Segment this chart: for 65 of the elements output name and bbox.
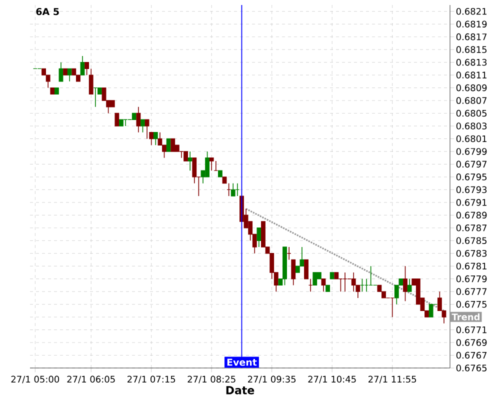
x-tick-label: 27/1 06:05 bbox=[67, 376, 115, 384]
x-axis-title: Date bbox=[226, 386, 254, 394]
y-tick-label: 0.6811 bbox=[456, 72, 486, 78]
y-tick-label: 0.6821 bbox=[456, 8, 486, 15]
y-tick-label: 0.6801 bbox=[456, 135, 486, 142]
candlestick bbox=[153, 132, 158, 146]
ref-line-label: Event bbox=[227, 358, 257, 366]
x-tick-label: 27/1 09:35 bbox=[248, 376, 296, 384]
y-tick-label: 0.6793 bbox=[456, 186, 487, 194]
candlestick bbox=[67, 68, 72, 82]
candlestick bbox=[407, 278, 412, 292]
y-tick-label: 0.6787 bbox=[456, 224, 487, 232]
candlestick bbox=[351, 272, 356, 292]
y-tick-label: 0.6777 bbox=[456, 288, 487, 295]
candlestick bbox=[209, 157, 214, 171]
y-tick-label: 0.6809 bbox=[456, 84, 487, 92]
candlestick bbox=[312, 272, 318, 286]
y-tick-label: 0.6799 bbox=[456, 148, 487, 155]
y-tick-label: 0.6813 bbox=[456, 58, 487, 66]
x-tick-label: 27/1 08:25 bbox=[188, 376, 236, 384]
y-tick-label: 0.6785 bbox=[456, 237, 486, 244]
y-tick-label: 0.6807 bbox=[456, 97, 487, 104]
y-tick-label: 0.6779 bbox=[456, 275, 487, 282]
y-tick-label: 0.6797 bbox=[456, 160, 487, 168]
candlestick bbox=[256, 227, 262, 248]
y-tick-label: 0.6791 bbox=[456, 199, 486, 206]
series-label: Trend bbox=[452, 313, 480, 320]
y-tick-label: 0.6805 bbox=[456, 110, 486, 117]
candlestick bbox=[144, 119, 150, 140]
y-tick-label: 0.6775 bbox=[456, 300, 486, 308]
candlestick bbox=[184, 151, 188, 162]
candlestick bbox=[80, 56, 85, 76]
x-tick-label: 27/1 11:55 bbox=[368, 376, 416, 384]
y-tick-label: 0.6769 bbox=[456, 339, 487, 346]
y-tick-label: 0.6795 bbox=[456, 174, 486, 180]
candlestick bbox=[166, 138, 171, 152]
candlestick bbox=[58, 62, 64, 82]
candlestick bbox=[140, 119, 145, 133]
candlestick bbox=[114, 112, 120, 126]
candlestick bbox=[205, 151, 210, 178]
candlestick bbox=[304, 259, 308, 280]
x-tick-label: 27/1 05:00 bbox=[11, 376, 60, 384]
candlestick bbox=[136, 106, 141, 133]
y-tick-label: 0.6783 bbox=[456, 250, 487, 257]
candlestick bbox=[188, 151, 192, 171]
x-tick-label: 27/1 10:45 bbox=[308, 376, 356, 384]
y-tick-label: 0.6765 bbox=[456, 364, 486, 372]
candlestick bbox=[84, 62, 90, 76]
chart-title: 6A 5 bbox=[36, 8, 59, 16]
candlestick bbox=[403, 266, 408, 302]
candlestick bbox=[170, 138, 176, 152]
candlestick bbox=[428, 304, 434, 318]
y-tick-label: 0.6803 bbox=[456, 122, 487, 130]
candlestick bbox=[192, 157, 197, 184]
candlestick bbox=[230, 182, 236, 196]
y-tick-label: 0.6817 bbox=[456, 33, 487, 40]
y-tick-label: 0.6789 bbox=[456, 212, 487, 219]
y-tick-label: 0.6767 bbox=[456, 352, 487, 359]
y-tick-label: 0.6815 bbox=[456, 46, 486, 53]
x-tick-label: 27/1 07:15 bbox=[128, 376, 176, 384]
y-tick-label: 0.6771 bbox=[456, 326, 486, 334]
candlestick bbox=[321, 278, 326, 292]
y-tick-label: 0.6781 bbox=[456, 262, 486, 270]
candlestick bbox=[291, 259, 296, 286]
y-tick-label: 0.6819 bbox=[456, 20, 487, 28]
